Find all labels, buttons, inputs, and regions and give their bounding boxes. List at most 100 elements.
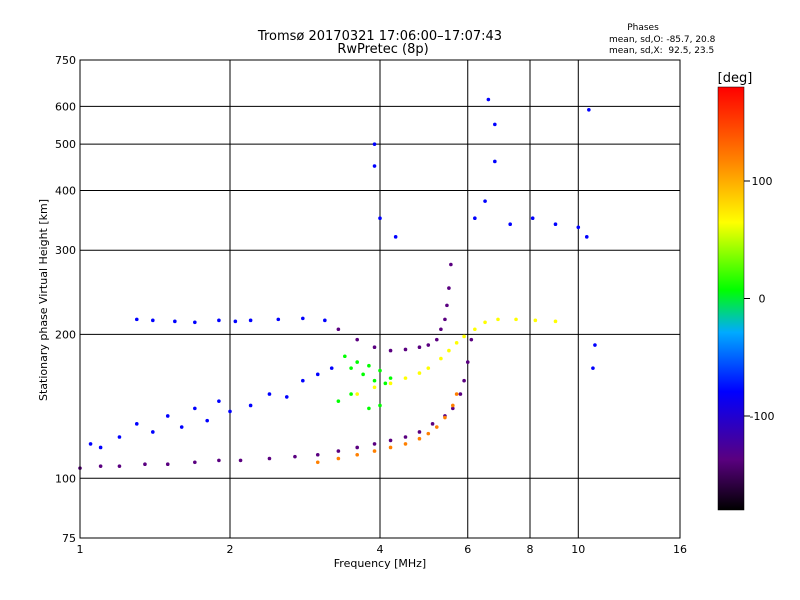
data-point — [165, 462, 170, 467]
x-axis-label: Frequency [MHz] — [334, 557, 426, 570]
data-point — [591, 366, 595, 370]
data-point — [434, 337, 439, 342]
data-point — [553, 222, 558, 227]
data-point — [483, 199, 487, 203]
data-point — [483, 320, 487, 325]
data-point — [143, 462, 147, 467]
data-point — [454, 341, 459, 345]
data-point — [378, 216, 382, 221]
data-point — [301, 316, 305, 321]
x-tick-label: 8 — [527, 543, 534, 556]
colorbar-ticks: 100 0 -100 — [744, 175, 774, 423]
y-tick-label: 300 — [55, 244, 76, 257]
data-point — [372, 142, 377, 146]
data-point — [117, 464, 122, 468]
y-tick-label: 200 — [55, 328, 76, 341]
data-point — [193, 320, 197, 325]
phase-mean-o: mean, sd,O: -85.7, 20.8 — [609, 35, 716, 45]
data-point — [361, 372, 365, 377]
data-point — [336, 449, 341, 453]
data-point — [388, 445, 393, 450]
data-point — [134, 422, 139, 426]
data-point — [388, 438, 393, 443]
data-point — [134, 317, 139, 322]
data-point — [403, 442, 408, 446]
data-point — [315, 372, 320, 377]
data-point — [486, 97, 491, 102]
data-point — [248, 403, 253, 408]
data-point — [205, 418, 209, 423]
data-point — [367, 363, 371, 368]
data-point — [533, 318, 538, 323]
x-tick-label: 1 — [77, 543, 84, 556]
data-points — [78, 97, 597, 470]
data-point — [179, 425, 184, 429]
data-point — [378, 403, 382, 408]
data-point — [336, 399, 341, 403]
data-point — [173, 319, 177, 324]
data-point — [584, 235, 589, 239]
data-point — [426, 343, 431, 347]
data-point — [336, 456, 341, 461]
data-point — [383, 381, 388, 386]
data-point — [473, 216, 477, 221]
y-tick-label: 75 — [62, 532, 76, 545]
data-point — [315, 460, 320, 465]
data-point — [349, 366, 353, 370]
data-point — [355, 337, 359, 342]
data-point — [284, 395, 289, 399]
data-point — [355, 445, 359, 450]
data-point — [378, 368, 382, 373]
data-point — [165, 414, 170, 418]
x-tick-label: 2 — [227, 543, 234, 556]
data-point — [417, 345, 422, 350]
data-point — [267, 456, 272, 461]
data-point — [217, 318, 221, 323]
data-point — [417, 430, 422, 434]
data-point — [388, 381, 393, 386]
x-tick-label: 16 — [673, 543, 687, 556]
data-point — [426, 366, 431, 370]
colorbar — [717, 86, 745, 511]
y-tick-label: 100 — [55, 472, 76, 485]
data-point — [151, 318, 155, 323]
grid-lines — [80, 60, 680, 538]
data-point — [403, 435, 408, 439]
data-point — [238, 458, 243, 463]
data-point — [367, 406, 371, 411]
data-point — [248, 318, 253, 323]
data-point — [443, 415, 447, 420]
chart-title: Tromsø 20170321 17:06:00–17:07:43 — [257, 29, 502, 44]
data-point — [447, 286, 451, 290]
data-point — [117, 435, 122, 439]
x-tick-label: 6 — [464, 543, 471, 556]
x-tick-label: 10 — [571, 543, 585, 556]
data-point — [355, 452, 359, 457]
colorbar-tick-label: 0 — [759, 293, 766, 306]
colorbar-tick-label: 100 — [752, 175, 773, 188]
data-point — [315, 452, 320, 457]
data-point — [434, 425, 439, 429]
x-axis-ticks: 1 2 4 6 8 10 16 — [77, 543, 688, 556]
x-tick-label: 4 — [377, 543, 384, 556]
data-point — [372, 442, 377, 446]
y-tick-label: 400 — [55, 184, 76, 197]
colorbar-label: [deg] — [718, 71, 753, 86]
data-point — [417, 371, 422, 375]
data-point — [530, 216, 535, 221]
plot-frame — [79, 59, 681, 539]
data-point — [403, 376, 408, 380]
phase-header: Phases — [627, 23, 659, 33]
data-point — [451, 406, 455, 411]
y-axis-ticks: 75 100 200 300 400 500 600 750 — [55, 54, 76, 545]
data-point — [193, 406, 197, 411]
data-point — [417, 436, 422, 441]
y-axis-label: Stationary phase Virtual Height [km] — [37, 199, 50, 401]
data-point — [465, 360, 470, 364]
data-point — [343, 354, 347, 359]
phase-mean-x: mean, sd,X: 92.5, 23.5 — [609, 46, 714, 56]
data-point — [372, 449, 377, 453]
data-point — [430, 422, 435, 426]
data-point — [355, 360, 359, 364]
